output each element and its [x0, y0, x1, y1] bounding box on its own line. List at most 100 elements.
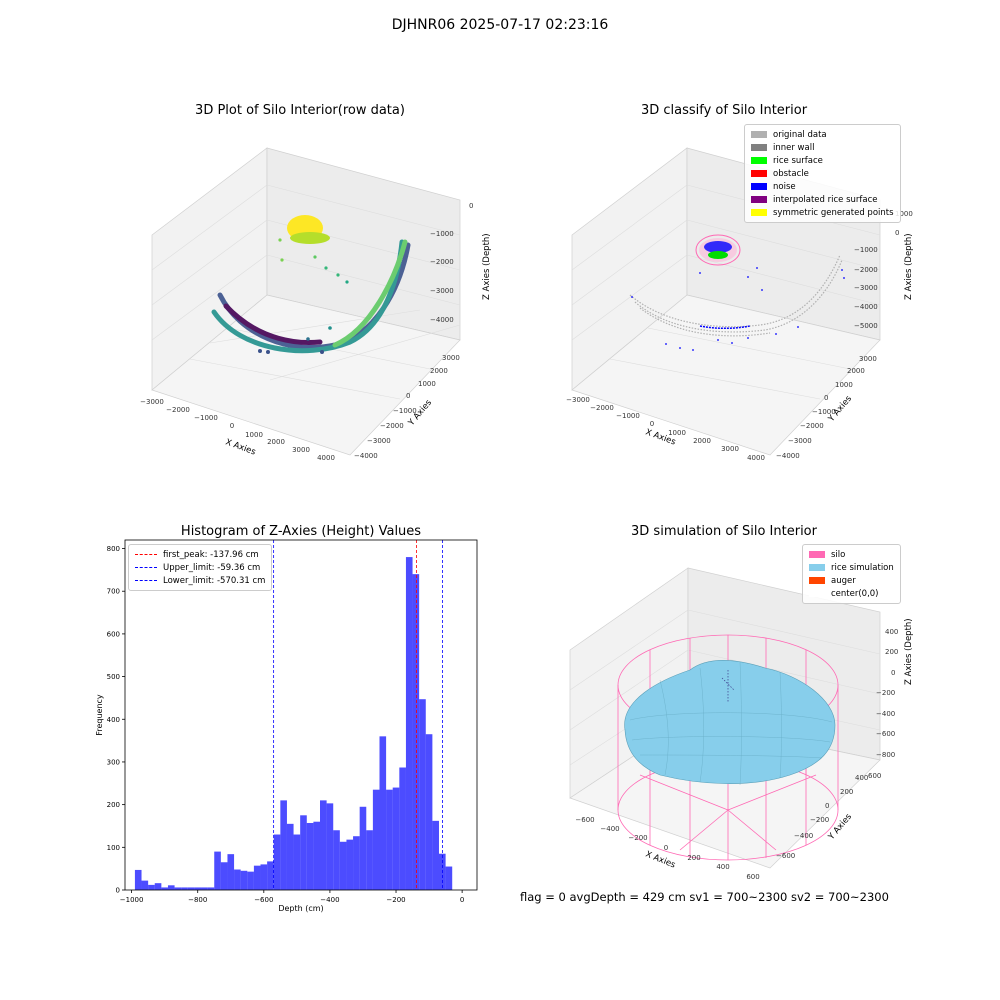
tick-label: −5000	[854, 322, 878, 330]
histogram-bar	[405, 557, 413, 890]
y-tick-label: 300	[107, 758, 120, 766]
y-tick-label: 600	[107, 630, 120, 638]
tick-label: −200	[628, 834, 647, 842]
figure-title: DJHNR06 2025-07-17 02:23:16	[391, 17, 609, 33]
histogram-bar	[432, 820, 439, 890]
legend-label: inner wall	[773, 142, 815, 153]
raw-axis-panes	[151, 147, 461, 456]
classify-3d-plot: −3000 −2000 −1000 0 1000 2000 3000 4000 …	[566, 147, 914, 462]
histogram-bar	[379, 736, 387, 890]
tick-label: 0	[230, 422, 234, 430]
legend-entry: original data	[751, 128, 894, 141]
histogram-bar	[260, 864, 268, 890]
histogram-bar	[220, 862, 228, 890]
sim-x-label: X Axies	[644, 850, 677, 871]
tick-label: −600	[876, 730, 895, 738]
tick-label: −1000	[393, 407, 417, 415]
tick-label: 0	[406, 392, 410, 400]
histogram-bar	[293, 834, 301, 890]
histogram-bar	[333, 830, 340, 890]
legend-swatch	[751, 209, 767, 216]
tick-label: −2000	[590, 404, 614, 412]
legend-label: Upper_limit: -59.36 cm	[163, 562, 261, 573]
tick-label: 200	[840, 788, 853, 796]
histogram-legend: first_peak: -137.96 cm Upper_limit: -59.…	[128, 544, 273, 591]
x-tick-label: −800	[188, 896, 207, 904]
tick-label: 0	[824, 394, 828, 402]
tick-label: 1000	[835, 381, 853, 389]
legend-label: rice simulation	[831, 562, 894, 573]
histogram-bar	[306, 822, 314, 890]
y-tick-label: 500	[107, 673, 120, 681]
histogram-bar	[187, 887, 195, 890]
tick-label: 0	[664, 844, 668, 852]
tick-label: −3000	[367, 437, 391, 445]
histogram-bar	[240, 870, 248, 890]
histogram-bar	[207, 887, 215, 890]
y-tick-label: 400	[107, 716, 120, 724]
legend-swatch	[751, 157, 767, 164]
status-line: flag = 0 avgDepth = 429 cm sv1 = 700~230…	[520, 890, 889, 904]
tick-label: −1000	[812, 408, 836, 416]
tick-label: −3000	[854, 284, 878, 292]
raw-z-ticks: −4000 −3000 −2000 −1000 0	[430, 202, 473, 324]
legend-entry: silo	[809, 548, 894, 561]
legend-label: Lower_limit: -570.31 cm	[163, 575, 266, 586]
y-tick-label: 700	[107, 588, 120, 596]
classify-axis-panes	[571, 147, 881, 456]
legend-entry: interpolated rice surface	[751, 193, 894, 206]
histogram-y-label: Frequency	[95, 694, 104, 736]
legend-label: first_peak: -137.96 cm	[163, 549, 259, 560]
legend-entry: obstacle	[751, 167, 894, 180]
raw-x-ticks: −3000 −2000 −1000 0 1000 2000 3000 4000	[140, 398, 335, 462]
legend-entry: rice simulation	[809, 561, 894, 574]
tick-label: −800	[876, 751, 895, 759]
legend-entry: inner wall	[751, 141, 894, 154]
tick-label: 600	[868, 772, 881, 780]
histogram-bar	[214, 851, 221, 890]
histogram-bar	[194, 887, 202, 890]
tick-label: 0	[891, 669, 895, 677]
legend-swatch	[751, 183, 767, 190]
histogram-bar	[326, 803, 334, 890]
legend-entry: symmetric generated points	[751, 206, 894, 219]
histogram-bar	[386, 789, 393, 890]
classify-surface-cluster	[695, 234, 741, 266]
histogram-bar	[167, 885, 175, 890]
simulation-3d-plot: −600 −400 −200 0 200 400 600 X Axies −60…	[569, 567, 914, 881]
histogram-bar	[346, 839, 354, 890]
tick-label: 3000	[859, 355, 877, 363]
y-tick-label: 200	[107, 801, 120, 809]
classify-legend: original data inner wall rice surface ob…	[744, 124, 901, 223]
tick-label: −4000	[854, 303, 878, 311]
histogram-bar	[372, 789, 380, 890]
tick-label: −1000	[430, 230, 454, 238]
histogram-x-label: Depth (cm)	[278, 904, 323, 913]
x-tick-label: −600	[254, 896, 273, 904]
legend-line	[135, 567, 157, 568]
tick-label: −2000	[800, 422, 824, 430]
histogram-y-ticks: 0 100 200 300 400 500 600 700 800	[107, 545, 125, 895]
histogram-bar	[280, 800, 287, 890]
histogram-bar	[339, 841, 347, 890]
tick-label: −1000	[194, 414, 218, 422]
histogram-bar	[141, 880, 149, 890]
histogram-vlines	[273, 540, 443, 890]
histogram-bar	[399, 767, 406, 890]
tick-label: −3000	[140, 398, 164, 406]
legend-swatch	[809, 577, 825, 584]
tick-label: −400	[600, 825, 619, 833]
raw-z-label: Z Axies (Depth)	[482, 233, 492, 300]
tick-label: −400	[794, 832, 813, 840]
tick-label: 2000	[847, 367, 865, 375]
histogram-bar	[154, 883, 162, 890]
y-tick-label: 0	[116, 887, 120, 895]
legend-label: symmetric generated points	[773, 207, 894, 218]
histogram-bar	[227, 854, 235, 890]
legend-swatch	[751, 170, 767, 177]
raw-grid	[151, 184, 461, 400]
histogram-bar	[273, 834, 281, 890]
tick-label: 1000	[418, 380, 436, 388]
histogram-bar	[300, 815, 307, 890]
tick-label: −3000	[566, 396, 590, 404]
